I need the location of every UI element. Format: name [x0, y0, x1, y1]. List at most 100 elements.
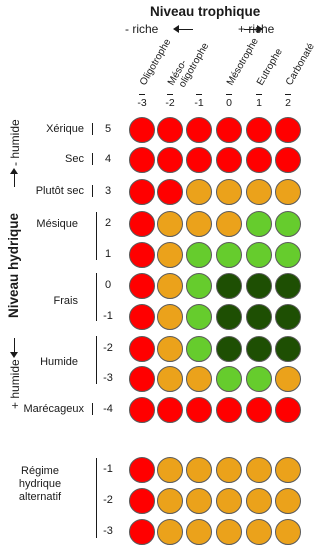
indicator-dot — [157, 117, 183, 143]
indicator-dot — [186, 179, 212, 205]
indicator-dot — [216, 366, 242, 392]
indicator-dot — [157, 304, 183, 330]
column-value: -1 — [194, 97, 204, 109]
column-tick — [226, 94, 232, 95]
alt-label-line-2: hydrique — [18, 478, 62, 490]
indicator-dot — [186, 397, 212, 423]
indicator-dot — [246, 147, 272, 173]
indicator-dot — [275, 488, 301, 514]
indicator-dot — [129, 457, 155, 483]
alt-label-line-1: Régime — [21, 465, 59, 477]
more-rich-label: + riche — [238, 22, 275, 36]
row-value: -2 — [103, 342, 113, 354]
row-value: 1 — [104, 248, 112, 260]
indicator-dot — [129, 488, 155, 514]
indicator-dot — [246, 488, 272, 514]
indicator-dot — [129, 519, 155, 545]
indicator-dot — [157, 242, 183, 268]
indicator-dot — [216, 273, 242, 299]
group-bracket-humide — [96, 336, 97, 384]
indicator-dot — [275, 519, 301, 545]
indicator-dot — [129, 397, 155, 423]
row-value: 0 — [104, 279, 112, 291]
indicator-dot — [129, 179, 155, 205]
indicator-dot — [129, 304, 155, 330]
indicator-dot — [157, 457, 183, 483]
indicator-dot — [216, 336, 242, 362]
indicator-dot — [157, 366, 183, 392]
column-value: 2 — [285, 97, 291, 109]
indicator-dot — [275, 179, 301, 205]
indicator-dot — [275, 147, 301, 173]
indicator-dot — [275, 457, 301, 483]
indicator-dot — [186, 304, 212, 330]
indicator-dot — [275, 304, 301, 330]
indicator-dot — [246, 457, 272, 483]
column-tick — [285, 94, 291, 95]
indicator-dot — [186, 519, 212, 545]
column-tick — [256, 94, 262, 95]
column-value: -3 — [137, 97, 147, 109]
indicator-dot — [186, 117, 212, 143]
trophic-level-title: Niveau trophique — [150, 4, 261, 19]
row-value: -1 — [103, 310, 113, 322]
indicator-dot — [275, 273, 301, 299]
indicator-dot — [157, 397, 183, 423]
group-bracket-alternatif — [96, 458, 97, 538]
row-label: Plutôt sec — [35, 185, 84, 197]
indicator-dot — [157, 179, 183, 205]
row-label: Sec — [65, 153, 84, 165]
down-arrow-shaft — [14, 338, 15, 352]
row-value: 4 — [104, 153, 112, 165]
indicator-dot — [246, 179, 272, 205]
indicator-dot — [186, 211, 212, 237]
row-separator — [92, 185, 93, 197]
right-arrow-shaft — [244, 29, 260, 30]
indicator-dot — [246, 397, 272, 423]
row-value: 2 — [104, 217, 112, 229]
group-label-frais: Frais — [53, 295, 78, 307]
indicator-dot — [186, 457, 212, 483]
indicator-dot — [157, 147, 183, 173]
row-value: 3 — [104, 185, 112, 197]
indicator-dot — [246, 273, 272, 299]
indicator-dot — [186, 336, 212, 362]
column-label: Carbonaté — [284, 41, 317, 88]
column-label: Eutrophe — [255, 46, 285, 88]
row-value: -3 — [103, 525, 113, 537]
indicator-dot — [129, 273, 155, 299]
row-value: 5 — [104, 123, 112, 135]
indicator-dot — [129, 117, 155, 143]
column-tick — [196, 94, 202, 95]
down-arrow-icon — [10, 352, 18, 358]
indicator-dot — [275, 117, 301, 143]
indicator-dot — [186, 242, 212, 268]
group-label-humide: Humide — [40, 356, 78, 368]
row-separator — [92, 403, 93, 415]
indicator-dot — [216, 519, 242, 545]
indicator-dot — [157, 211, 183, 237]
row-value: -1 — [103, 463, 113, 475]
left-arrow-icon — [173, 25, 179, 33]
indicator-dot — [157, 519, 183, 545]
indicator-dot — [186, 273, 212, 299]
indicator-dot — [216, 304, 242, 330]
indicator-dot — [246, 117, 272, 143]
column-value: 1 — [256, 97, 262, 109]
less-rich-label: - riche — [125, 22, 159, 36]
column-value: 0 — [226, 97, 232, 109]
indicator-dot — [216, 457, 242, 483]
group-label-mesique: Mésique — [36, 218, 78, 230]
indicator-dot — [216, 117, 242, 143]
up-arrow-shaft — [14, 173, 15, 187]
indicator-dot — [216, 242, 242, 268]
indicator-dot — [216, 397, 242, 423]
group-bracket-frais — [96, 273, 97, 321]
indicator-dot — [157, 488, 183, 514]
indicator-dot — [216, 147, 242, 173]
indicator-dot — [246, 211, 272, 237]
indicator-dot — [129, 336, 155, 362]
indicator-dot — [186, 488, 212, 514]
column-tick — [139, 94, 145, 95]
indicator-dot — [246, 366, 272, 392]
